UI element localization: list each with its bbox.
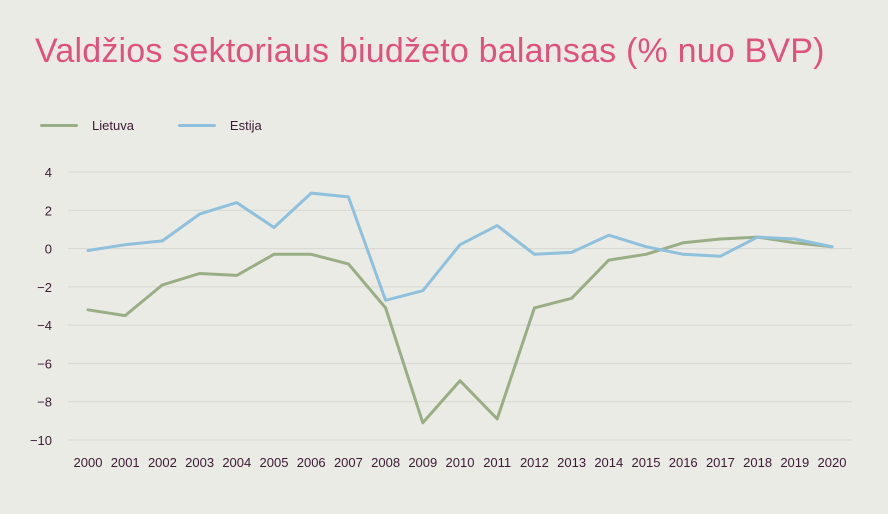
- x-tick-label: 2001: [111, 455, 140, 470]
- y-tick-label: 2: [45, 203, 52, 218]
- x-tick-label: 2002: [148, 455, 177, 470]
- x-tick-label: 2007: [334, 455, 363, 470]
- x-tick-label: 2008: [371, 455, 400, 470]
- x-tick-label: 2019: [780, 455, 809, 470]
- x-tick-label: 2015: [632, 455, 661, 470]
- x-tick-label: 2009: [408, 455, 437, 470]
- x-tick-label: 2014: [594, 455, 623, 470]
- x-tick-label: 2018: [743, 455, 772, 470]
- x-tick-label: 2006: [297, 455, 326, 470]
- y-tick-label: −8: [37, 395, 52, 410]
- x-tick-label: 2003: [185, 455, 214, 470]
- x-tick-label: 2017: [706, 455, 735, 470]
- legend-swatch-lietuva: [40, 124, 78, 127]
- x-tick-label: 2012: [520, 455, 549, 470]
- x-tick-label: 2004: [222, 455, 251, 470]
- legend-item-estija: Estija: [177, 118, 262, 133]
- legend-item-lietuva: Lietuva: [40, 118, 134, 133]
- series-line-estija: [86, 191, 834, 302]
- x-tick-label: 2000: [74, 455, 103, 470]
- y-tick-label: −6: [37, 356, 52, 371]
- legend-label-estija: Estija: [229, 118, 262, 133]
- legend: Lietuva Estija: [40, 118, 306, 133]
- y-tick-label: 0: [45, 242, 52, 257]
- x-tick-label: 2005: [260, 455, 289, 470]
- y-tick-label: 4: [45, 165, 52, 180]
- x-tick-label: 2020: [818, 455, 847, 470]
- x-tick-label: 2010: [446, 455, 475, 470]
- y-tick-label: −4: [37, 318, 52, 333]
- y-tick-label: −2: [37, 280, 52, 295]
- y-tick-label: −10: [30, 433, 52, 448]
- legend-swatch-estija: [177, 124, 216, 127]
- x-tick-label: 2011: [483, 455, 511, 470]
- legend-label-lietuva: Lietuva: [92, 118, 134, 133]
- x-tick-label: 2013: [557, 455, 586, 470]
- series-line-lietuva: [86, 235, 834, 425]
- chart-title: Valdžios sektoriaus biudžeto balansas (%…: [35, 32, 825, 70]
- x-tick-label: 2016: [669, 455, 698, 470]
